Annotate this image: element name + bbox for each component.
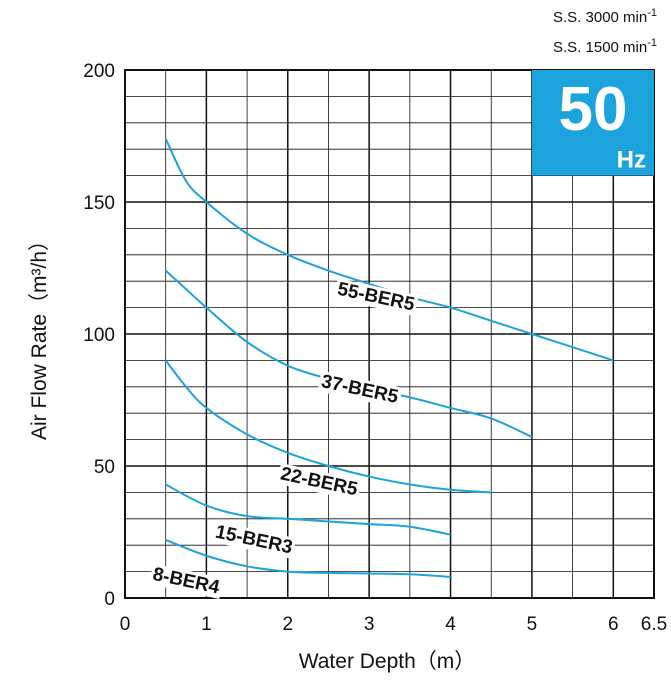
- series-label-55-ber5: 55-BER5: [336, 279, 417, 316]
- speed-note-3000: S.S. 3000 min-1: [553, 7, 657, 26]
- x-tick-label: 6.5: [641, 614, 667, 635]
- speed-note-text: S.S. 3000 min: [553, 9, 647, 26]
- x-tick-label: 0: [120, 614, 131, 635]
- series-label-background: [317, 370, 403, 409]
- x-axis-title: Water Depth（m）: [299, 650, 476, 673]
- y-axis-title: Air Flow Rate（m³/h）: [28, 230, 51, 440]
- badge-background: [531, 70, 654, 176]
- y-tick-labels: 0 50 100 150 200: [83, 61, 115, 610]
- series-line-8-ber4: [165, 538, 451, 578]
- series-line-15-ber3: [165, 483, 451, 536]
- series-lines: [164, 138, 614, 578]
- series-line-55-ber5: [164, 138, 614, 362]
- series-label-15-ber3: 15-BER3: [213, 522, 294, 559]
- x-tick-label: 1: [201, 614, 212, 635]
- series-label-background: [276, 463, 362, 501]
- speed-note-text: S.S. 1500 min: [553, 39, 647, 56]
- series-label-22-ber5: 22-BER5: [279, 464, 360, 501]
- y-tick-label: 100: [83, 325, 115, 346]
- series-label-background: [333, 278, 419, 317]
- x-tick-label: 5: [527, 614, 538, 635]
- y-tick-label: 200: [83, 61, 115, 82]
- x-tick-label: 4: [445, 614, 456, 635]
- badge-frequency-value: 50: [558, 75, 627, 144]
- x-tick-label: 3: [364, 614, 375, 635]
- series-label-37-ber5: 37-BER5: [319, 371, 400, 408]
- speed-note-1500: S.S. 1500 min-1: [553, 37, 657, 56]
- badge-unit: Hz: [617, 147, 646, 174]
- y-tick-label: 50: [94, 457, 115, 478]
- series-label-8-ber4: 8-BER4: [151, 564, 222, 599]
- x-tick-labels: 0 1 2 3 4 5 6 6.5: [120, 614, 668, 635]
- speed-note-sup: -1: [647, 7, 657, 19]
- frequency-badge: 50 Hz: [531, 70, 654, 176]
- series-labels: 55-BER5 37-BER5 22-BER5 15-BER3 8-BER4: [148, 278, 419, 599]
- series-label-background: [211, 521, 297, 559]
- series-line-22-ber5: [164, 359, 492, 494]
- x-tick-label: 6: [608, 614, 619, 635]
- series-label-background: [148, 563, 224, 599]
- plot-frame: [124, 69, 655, 599]
- y-tick-label: 150: [83, 193, 115, 214]
- y-tick-label: 0: [104, 589, 115, 610]
- speed-note-sup: -1: [647, 37, 657, 49]
- x-tick-label: 2: [282, 614, 293, 635]
